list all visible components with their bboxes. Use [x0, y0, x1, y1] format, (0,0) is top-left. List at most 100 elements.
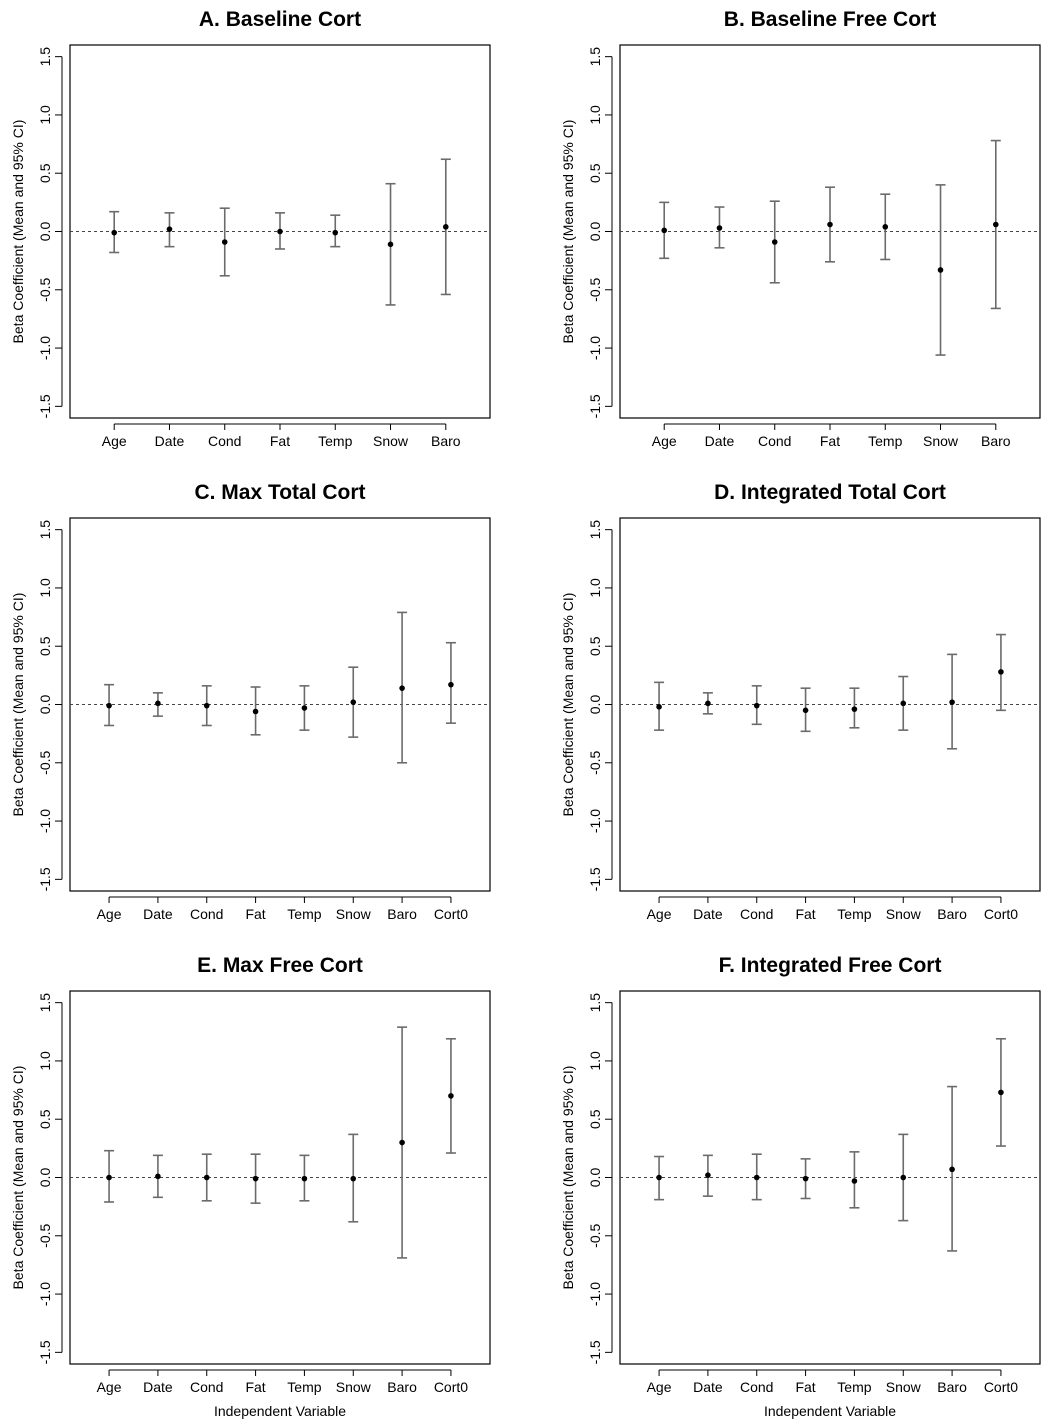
x-tick-label: Baro — [431, 433, 461, 449]
mean-point-age — [106, 1174, 112, 1181]
x-tick-label: Snow — [923, 433, 959, 449]
y-tick-label: -1.5 — [37, 394, 53, 418]
y-tick-label: -0.5 — [37, 1224, 53, 1248]
x-tick-label: Age — [102, 433, 127, 449]
mean-point-snow — [387, 241, 394, 248]
y-tick-label: -1.5 — [37, 867, 53, 891]
y-tick-label: 1.5 — [37, 520, 53, 540]
y-tick-label: -1.0 — [587, 809, 603, 833]
mean-point-fat — [252, 708, 259, 715]
mean-point-date — [155, 700, 161, 707]
mean-point-fat — [802, 1175, 809, 1182]
mean-point-cort0 — [448, 681, 454, 688]
mean-point-date — [166, 226, 173, 232]
x-tick-label: Fat — [795, 1379, 815, 1395]
x-tick-label: Temp — [837, 1379, 871, 1395]
mean-point-temp — [851, 706, 858, 712]
y-tick-label: 0.0 — [587, 1168, 603, 1188]
x-tick-label: Fat — [820, 433, 840, 449]
y-tick-label: -0.5 — [37, 751, 53, 775]
x-tick-label: Age — [647, 906, 672, 922]
x-tick-label: Snow — [336, 1379, 372, 1395]
mean-point-baro — [949, 1166, 955, 1173]
y-axis-label: Beta Coefficient (Mean and 95% CI) — [10, 1066, 26, 1290]
x-tick-label: Cond — [208, 433, 241, 449]
y-tick-label: 1.0 — [587, 105, 603, 125]
mean-point-temp — [882, 224, 889, 230]
y-tick-label: 1.5 — [587, 520, 603, 540]
x-tick-label: Snow — [373, 433, 409, 449]
y-tick-label: 0.0 — [37, 1168, 53, 1188]
x-tick-label: Temp — [868, 433, 902, 449]
x-tick-label: Date — [155, 433, 185, 449]
y-tick-label: 0.5 — [37, 1109, 53, 1129]
y-tick-label: -1.5 — [587, 867, 603, 891]
mean-point-snow — [900, 700, 907, 707]
x-tick-label: Cort0 — [434, 1379, 468, 1395]
mean-point-age — [656, 1174, 662, 1181]
mean-point-cond — [221, 239, 228, 245]
x-tick-label: Age — [97, 1379, 122, 1395]
mean-point-cond — [771, 239, 778, 245]
y-tick-label: -0.5 — [587, 1224, 603, 1248]
mean-point-fat — [827, 221, 833, 228]
y-tick-label: 0.0 — [587, 222, 603, 242]
mean-point-age — [661, 227, 668, 234]
y-axis-label: Beta Coefficient (Mean and 95% CI) — [10, 593, 26, 817]
y-tick-label: -0.5 — [587, 278, 603, 302]
panel-title: D. Integrated Total Cort — [714, 481, 946, 504]
x-tick-label: Temp — [287, 1379, 321, 1395]
x-tick-label: Cond — [740, 906, 773, 922]
mean-point-cond — [753, 1174, 760, 1181]
y-axis-label: Beta Coefficient (Mean and 95% CI) — [560, 593, 576, 817]
y-tick-label: 1.0 — [587, 1051, 603, 1071]
y-axis-label: Beta Coefficient (Mean and 95% CI) — [560, 1066, 576, 1290]
x-tick-label: Cond — [190, 906, 223, 922]
mean-point-temp — [301, 705, 308, 711]
mean-point-temp — [332, 229, 339, 236]
mean-point-age — [111, 229, 118, 236]
y-tick-label: -1.5 — [587, 394, 603, 418]
x-tick-label: Snow — [886, 906, 922, 922]
x-tick-label: Cond — [740, 1379, 773, 1395]
mean-point-cond — [753, 702, 760, 709]
x-axis-label: Independent Variable — [214, 1403, 346, 1419]
x-tick-label: Cort0 — [434, 906, 468, 922]
mean-point-cond — [203, 1174, 210, 1181]
x-tick-label: Fat — [795, 906, 815, 922]
y-tick-label: -1.0 — [37, 1282, 53, 1306]
mean-point-snow — [350, 1175, 357, 1182]
x-tick-label: Age — [652, 433, 677, 449]
mean-point-baro — [992, 221, 999, 228]
mean-point-cond — [203, 702, 210, 709]
mean-point-snow — [350, 699, 357, 705]
x-tick-label: Cort0 — [984, 906, 1018, 922]
y-tick-label: 1.0 — [37, 1051, 53, 1071]
panel-title: B. Baseline Free Cort — [724, 8, 936, 31]
mean-point-age — [656, 704, 662, 710]
mean-point-date — [716, 225, 723, 231]
x-tick-label: Date — [143, 1379, 173, 1395]
y-tick-label: 1.5 — [587, 993, 603, 1013]
y-tick-label: 0.5 — [37, 163, 53, 183]
y-tick-label: 1.0 — [37, 105, 53, 125]
x-tick-label: Date — [693, 1379, 723, 1395]
y-tick-label: 1.5 — [37, 47, 53, 67]
mean-point-baro — [442, 224, 449, 230]
x-tick-label: Snow — [336, 906, 372, 922]
x-tick-label: Date — [693, 906, 723, 922]
mean-point-fat — [277, 228, 283, 235]
mean-point-temp — [301, 1175, 308, 1182]
y-tick-label: -0.5 — [587, 751, 603, 775]
mean-point-baro — [399, 685, 405, 691]
x-tick-label: Cond — [758, 433, 791, 449]
panel-title: E. Max Free Cort — [197, 954, 363, 977]
y-tick-label: 1.5 — [587, 47, 603, 67]
x-tick-label: Baro — [937, 906, 967, 922]
y-tick-label: 1.0 — [37, 578, 53, 598]
x-tick-label: Cond — [190, 1379, 223, 1395]
x-tick-label: Cort0 — [984, 1379, 1018, 1395]
x-axis-label: Independent Variable — [764, 1403, 896, 1419]
y-tick-label: 0.5 — [587, 163, 603, 183]
